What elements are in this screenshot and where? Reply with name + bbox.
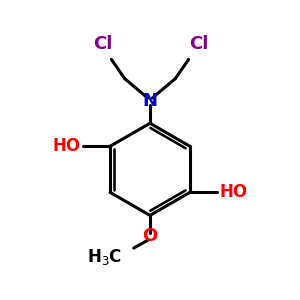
Text: H$_3$C: H$_3$C: [87, 247, 122, 267]
Text: Cl: Cl: [189, 35, 208, 53]
Text: HO: HO: [52, 137, 80, 155]
Text: O: O: [142, 227, 158, 245]
Text: Cl: Cl: [93, 35, 112, 53]
Text: N: N: [142, 92, 158, 110]
Text: HO: HO: [220, 183, 248, 201]
